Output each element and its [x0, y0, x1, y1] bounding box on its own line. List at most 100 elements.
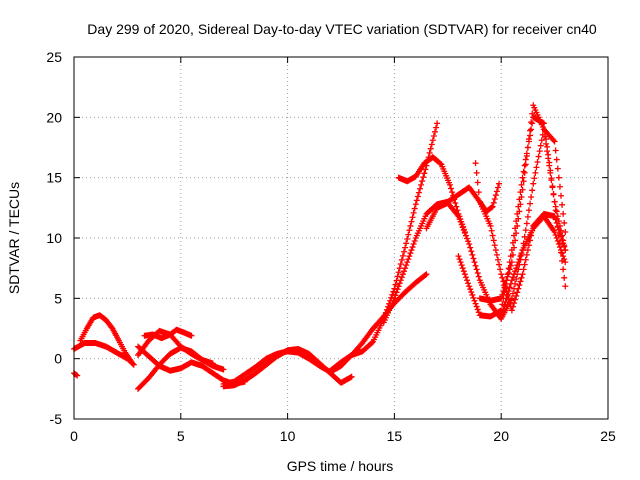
data-point: [551, 198, 558, 205]
x-tick-label: 20: [493, 428, 509, 444]
data-point: [150, 331, 157, 338]
data-point: [476, 198, 483, 205]
series-trace: [424, 206, 440, 230]
data-point: [122, 349, 129, 356]
data-point: [115, 337, 122, 344]
x-tick-label: 10: [280, 428, 296, 444]
series-trace: [392, 290, 408, 306]
y-tick-label: 5: [54, 290, 62, 306]
series-trace: [403, 280, 418, 295]
data-point: [141, 332, 148, 339]
data-point: [438, 161, 445, 168]
data-point: [412, 201, 419, 208]
data-point: [103, 317, 110, 324]
series-trace: [381, 297, 397, 324]
data-point: [412, 235, 419, 241]
data-point: [128, 359, 135, 366]
data-point: [508, 259, 515, 266]
data-point: [540, 126, 547, 133]
data-point: [530, 102, 537, 109]
data-point: [295, 346, 302, 353]
data-point: [173, 326, 180, 333]
data-point: [109, 325, 116, 332]
data-point: [466, 241, 473, 248]
series-track-17: [499, 214, 568, 316]
data-point: [487, 313, 494, 320]
data-point: [167, 367, 174, 374]
series-trace: [490, 184, 501, 206]
data-point: [338, 379, 344, 386]
data-point: [421, 160, 428, 167]
series-trace: [360, 339, 375, 354]
series-trace: [157, 351, 173, 367]
data-point: [508, 277, 515, 284]
y-tick-label: 15: [46, 170, 62, 186]
series-trace: [403, 238, 418, 269]
series-trace: [328, 360, 343, 373]
data-point: [370, 338, 377, 345]
data-point: [423, 225, 430, 232]
data-point: [395, 174, 402, 181]
data-point: [519, 174, 526, 181]
data-point: [359, 348, 366, 355]
data-point: [209, 370, 216, 377]
data-point: [188, 350, 195, 357]
data-point: [562, 228, 569, 235]
x-tick-label: 15: [387, 428, 403, 444]
series-trace: [253, 356, 269, 370]
x-tick-label: 0: [70, 428, 78, 444]
data-point: [562, 283, 569, 290]
series-trace: [232, 372, 247, 384]
series-trace: [403, 205, 418, 247]
data-point: [498, 295, 505, 302]
data-point: [359, 339, 366, 346]
data-point: [519, 247, 526, 254]
data-point: [145, 353, 152, 360]
data-point: [508, 295, 515, 302]
series-trace: [552, 203, 568, 249]
series-trace: [242, 364, 258, 377]
data-point: [476, 312, 483, 319]
series-trace: [509, 193, 525, 258]
series-trace: [78, 327, 89, 342]
data-point: [551, 138, 558, 145]
data-point: [455, 213, 462, 220]
series-track-15: [473, 169, 501, 214]
data-point: [90, 314, 97, 321]
data-point: [455, 191, 462, 198]
data-point: [177, 365, 184, 372]
data-point: [199, 362, 206, 369]
series-trace: [499, 280, 514, 316]
data-point: [519, 186, 526, 193]
series-trace: [520, 110, 536, 185]
data-point: [530, 225, 537, 232]
series-track-3: [72, 370, 80, 378]
data-point: [348, 352, 355, 359]
data-point: [156, 327, 163, 334]
series-trace: [499, 262, 514, 298]
data-point: [113, 349, 120, 356]
series-trace: [123, 351, 134, 364]
data-point: [540, 213, 547, 220]
series-trace: [413, 213, 429, 239]
data-point: [241, 371, 248, 378]
data-point: [252, 364, 259, 371]
data-point: [316, 360, 323, 367]
data-point: [145, 374, 152, 381]
series-trace: [467, 185, 482, 204]
data-point: [412, 279, 419, 286]
axis-ticks: [73, 56, 609, 420]
y-axis-label: SDTVAR / TECUs: [6, 182, 22, 294]
series-trace: [413, 272, 429, 285]
data-point: [434, 204, 441, 211]
series-trace: [541, 214, 557, 234]
data-point: [498, 271, 505, 278]
series-trace: [552, 147, 568, 226]
data-point: [305, 350, 312, 357]
data-point: [338, 359, 344, 366]
data-point: [83, 325, 90, 332]
series-trace: [360, 326, 375, 345]
series-trace: [509, 250, 525, 281]
series-trace: [136, 376, 151, 391]
